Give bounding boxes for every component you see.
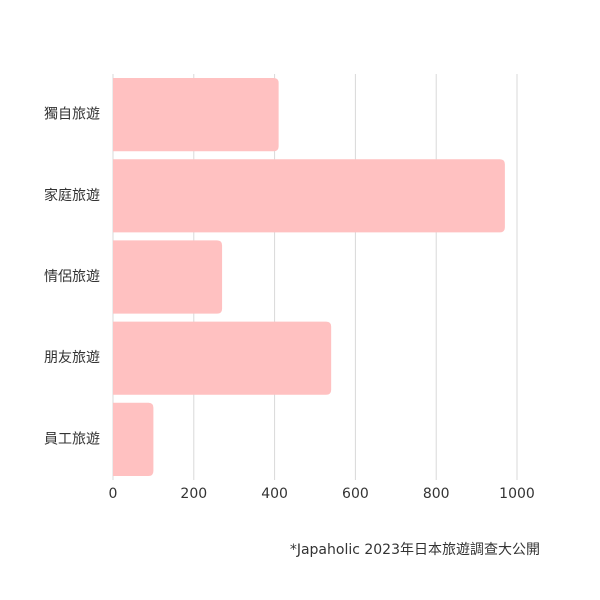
y-tick-label: 朋友旅遊 [44,350,100,366]
y-tick-label: 情侶旅遊 [44,269,100,285]
x-tick-label: 1000 [499,486,535,502]
x-tick-label: 400 [261,486,288,502]
bar [113,402,154,476]
bar [113,78,279,152]
x-tick-label: 800 [423,486,450,502]
x-tick-label: 0 [109,486,118,502]
y-tick-label: 員工旅遊 [44,431,100,447]
bar [113,240,223,314]
x-tick-label: 200 [180,486,207,502]
y-tick-label: 獨自旅遊 [44,107,100,123]
x-tick-label: 600 [342,486,369,502]
bar [113,159,505,233]
source-note: *Japaholic 2023年日本旅遊調查大公開 [290,542,540,558]
bar [113,321,332,395]
y-tick-label: 家庭旅遊 [44,187,100,204]
